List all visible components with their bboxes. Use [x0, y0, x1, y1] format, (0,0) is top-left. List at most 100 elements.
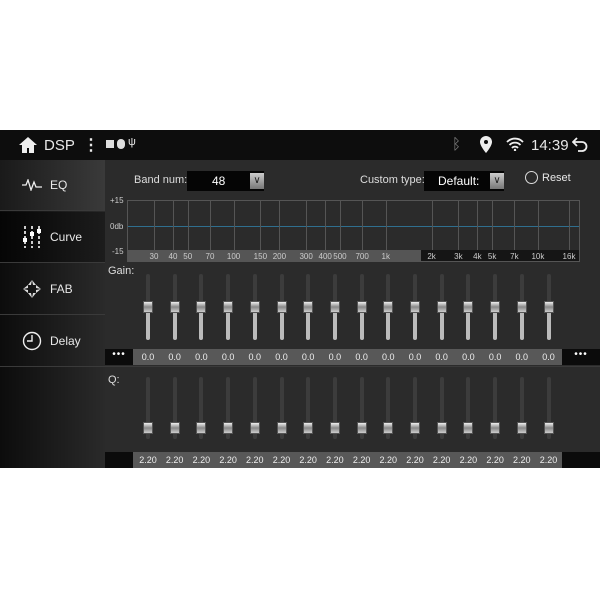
eq-curve-graph[interactable]: 30 40 50 70 100 150 200 300 400 500 700 1k 2k 3k 4k 5k 7… [127, 200, 580, 262]
home-icon[interactable] [18, 136, 38, 158]
slider-thumb[interactable] [490, 301, 501, 313]
gain-slider[interactable] [543, 274, 554, 340]
gain-value-row: 0.0 0.0 0.0 0.0 0.0 0.0 0.0 0.0 0.0 0.0 0.0 0.0 0.0 0… [133, 349, 562, 365]
slider-thumb[interactable] [329, 422, 340, 434]
menu-icon[interactable]: ⋮ [83, 137, 99, 154]
q-slider[interactable] [383, 377, 394, 439]
q-value: 2.20 [513, 455, 531, 465]
freq-label: 400 [318, 252, 332, 261]
slider-thumb[interactable] [249, 301, 260, 313]
q-value: 2.20 [139, 455, 157, 465]
slider-thumb[interactable] [223, 422, 234, 434]
gain-slider[interactable] [329, 274, 340, 340]
gain-slider[interactable] [303, 274, 314, 340]
gain-slider[interactable] [463, 274, 474, 340]
freq-label: 4k [473, 252, 482, 261]
slider-thumb[interactable] [249, 422, 260, 434]
q-slider[interactable] [143, 377, 153, 439]
q-slider[interactable] [329, 377, 340, 439]
q-slider[interactable] [303, 377, 314, 439]
gain-slider[interactable] [276, 274, 287, 340]
reset-label: Reset [542, 171, 571, 184]
slider-thumb[interactable] [356, 422, 367, 434]
gain-slider[interactable] [249, 274, 260, 340]
q-slider[interactable] [276, 377, 287, 439]
gain-slider[interactable] [169, 274, 180, 340]
q-slider[interactable] [356, 377, 367, 439]
sidebar-item-label: EQ [50, 178, 68, 192]
slider-thumb[interactable] [356, 301, 367, 313]
slider-thumb[interactable] [276, 422, 287, 434]
sidebar-item-delay[interactable]: Delay [0, 316, 105, 367]
q-slider[interactable] [196, 377, 207, 439]
sidebar-item-eq[interactable]: EQ [0, 160, 105, 211]
next-bands-button[interactable]: ••• [562, 349, 600, 365]
slider-thumb[interactable] [383, 301, 394, 313]
sidebar-item-curve[interactable]: Curve [0, 212, 105, 263]
reset-button[interactable]: Reset [525, 171, 571, 184]
slider-thumb[interactable] [276, 301, 287, 313]
slider-thumb[interactable] [463, 422, 474, 434]
gain-slider[interactable] [516, 274, 527, 340]
slider-thumb[interactable] [169, 301, 180, 313]
gain-slider[interactable] [223, 274, 234, 340]
gain-slider[interactable] [490, 274, 501, 340]
slider-thumb[interactable] [196, 301, 207, 313]
custom-type-select[interactable]: Default: ∨ [424, 171, 504, 191]
wifi-icon [506, 137, 524, 155]
slider-thumb[interactable] [143, 301, 153, 313]
slider-thumb[interactable] [410, 422, 420, 434]
slider-thumb[interactable] [436, 301, 447, 313]
prev-bands-button[interactable]: ••• [105, 349, 133, 365]
q-slider[interactable] [249, 377, 260, 439]
gain-value: 0.0 [328, 352, 342, 362]
freq-label: 300 [299, 252, 313, 261]
slider-fill [332, 307, 337, 340]
slider-thumb[interactable] [410, 301, 420, 313]
radio-icon [525, 171, 538, 184]
q-slider[interactable] [410, 377, 420, 439]
q-slider[interactable] [543, 377, 554, 439]
slider-thumb[interactable] [543, 422, 554, 434]
q-slider[interactable] [436, 377, 447, 439]
slider-thumb[interactable] [463, 301, 474, 313]
slider-thumb[interactable] [303, 301, 314, 313]
gain-value: 0.0 [542, 352, 555, 362]
slider-thumb[interactable] [329, 301, 340, 313]
gain-slider[interactable] [143, 274, 153, 340]
sidebar-item-fab[interactable]: FAB [0, 264, 105, 315]
slider-thumb[interactable] [223, 301, 234, 313]
slider-thumb[interactable] [169, 422, 180, 434]
gain-slider[interactable] [410, 274, 420, 340]
slider-thumb[interactable] [490, 422, 501, 434]
gain-slider[interactable] [383, 274, 394, 340]
q-value-row: 2.20 2.20 2.20 2.20 2.20 2.20 2.20 2.20 2.20 2.20… [133, 452, 562, 468]
grid-line [431, 201, 433, 250]
freq-label: 200 [272, 252, 287, 261]
grid-line [514, 201, 516, 250]
q-value: 2.20 [432, 455, 451, 465]
band-num-select[interactable]: 48 ∨ [187, 171, 264, 191]
freq-label: 70 [205, 252, 215, 261]
gain-slider[interactable] [436, 274, 447, 340]
slider-thumb[interactable] [516, 301, 527, 313]
q-slider[interactable] [223, 377, 234, 439]
slider-thumb[interactable] [143, 422, 153, 434]
gain-slider[interactable] [196, 274, 207, 340]
slider-thumb[interactable] [303, 422, 314, 434]
q-slider[interactable] [490, 377, 501, 439]
fader-balance-icon [23, 280, 41, 298]
gain-slider[interactable] [356, 274, 367, 340]
q-slider[interactable] [169, 377, 180, 439]
slider-thumb[interactable] [516, 422, 527, 434]
q-slider[interactable] [463, 377, 474, 439]
slider-thumb[interactable] [543, 301, 554, 313]
q-slider[interactable] [516, 377, 527, 439]
q-value: 2.20 [486, 455, 504, 465]
back-icon[interactable] [571, 136, 588, 156]
custom-type-value: Default: [438, 174, 480, 188]
freq-label: 7k [510, 252, 519, 261]
slider-thumb[interactable] [383, 422, 394, 434]
slider-thumb[interactable] [196, 422, 207, 434]
slider-thumb[interactable] [436, 422, 447, 434]
